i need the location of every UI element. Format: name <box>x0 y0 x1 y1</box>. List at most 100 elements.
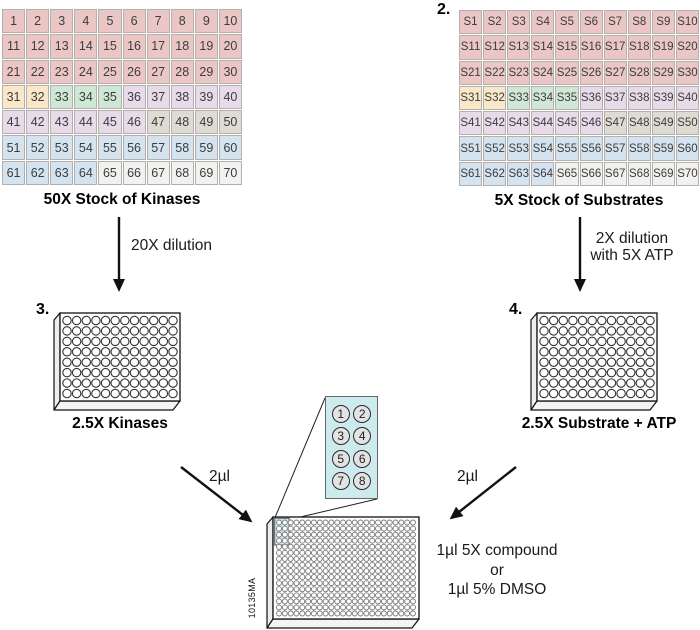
plate-well <box>81 347 92 357</box>
plate-side <box>266 516 274 629</box>
grid-cell: S60 <box>675 136 699 161</box>
plate-well <box>577 367 588 378</box>
grid-cell: S33 <box>507 85 531 111</box>
plate-well <box>386 604 393 611</box>
grid-cell: 27 <box>146 59 170 84</box>
grid-cell: S15 <box>555 35 579 60</box>
plate-well <box>158 336 169 347</box>
plate-well <box>386 580 393 587</box>
plate-well <box>375 549 381 556</box>
plate-well <box>322 519 329 526</box>
plate-well <box>375 525 381 532</box>
plate-well <box>410 586 416 593</box>
plate-well <box>539 315 549 326</box>
plate-well <box>410 604 416 611</box>
grid-cell: S49 <box>651 111 675 136</box>
plate-well <box>363 580 370 587</box>
plate-well <box>328 537 335 544</box>
plate-well <box>351 531 358 538</box>
plate-well <box>606 378 617 388</box>
plate-well <box>616 357 626 367</box>
grid-cell: S1 <box>459 10 483 35</box>
plate-well <box>539 347 549 357</box>
plate-well <box>334 592 341 599</box>
plate-well <box>334 525 341 532</box>
plate-well <box>158 315 169 326</box>
plate-well <box>645 357 655 367</box>
inset-well: 7 <box>331 472 350 491</box>
plate-well <box>148 378 159 388</box>
plate-well <box>410 519 416 526</box>
grid-cell: 38 <box>170 84 194 110</box>
plate-well <box>110 378 120 388</box>
plate-well <box>287 598 294 605</box>
plate-well <box>340 568 347 574</box>
plate-well <box>369 525 376 532</box>
plate-well <box>299 525 306 532</box>
plate-well <box>351 604 358 611</box>
plate-well <box>635 357 646 367</box>
plate-well <box>597 388 607 399</box>
plate-well <box>597 378 607 388</box>
grid-cell: S6 <box>579 10 603 35</box>
plate-well <box>548 315 559 326</box>
grid-cell: S31 <box>459 85 483 111</box>
plate-well <box>311 610 317 617</box>
plate-well <box>380 549 387 556</box>
plate-well <box>357 586 364 593</box>
plate-well <box>91 388 101 399</box>
plate-well <box>404 537 411 544</box>
plate-well <box>287 549 294 556</box>
plate-well <box>380 598 387 605</box>
plate-well <box>645 326 655 336</box>
plate-well <box>410 580 416 587</box>
plate-well <box>369 531 376 538</box>
grid-cell: S59 <box>651 136 675 161</box>
plate-well <box>139 326 149 336</box>
plate-well <box>305 604 312 611</box>
plate-well <box>606 326 617 336</box>
plate-well <box>276 555 282 562</box>
plate-well <box>398 562 405 568</box>
plate-well <box>120 378 130 388</box>
plate-well <box>392 531 399 538</box>
plate-well <box>293 525 300 532</box>
plate-well <box>606 388 617 399</box>
grid-cell: 18 <box>170 34 194 59</box>
plate-well <box>276 598 282 605</box>
plate-well <box>334 568 341 574</box>
plate-well <box>299 598 306 605</box>
plate-well <box>398 555 405 562</box>
kinase-plate-label: 2.5X Kinases <box>72 415 168 432</box>
plate-well <box>281 598 288 605</box>
plate-well <box>568 326 578 336</box>
plate-well <box>287 568 294 574</box>
plate-well <box>316 537 323 544</box>
plate-well <box>81 378 92 388</box>
plate-well <box>363 562 370 568</box>
plate-well <box>558 347 569 357</box>
plate-well <box>404 562 411 568</box>
plate-well <box>71 367 82 378</box>
plate-well <box>316 604 323 611</box>
plate-well <box>305 531 312 538</box>
plate-well <box>345 580 352 587</box>
inset-well: 6 <box>353 449 372 468</box>
plate-skirt <box>530 400 658 411</box>
plate-well <box>148 388 159 399</box>
plate-well <box>587 357 597 367</box>
plate-well <box>328 568 335 574</box>
plate-well <box>357 562 364 568</box>
plate-well <box>299 519 306 526</box>
plate-well <box>616 378 626 388</box>
grid-cell: S67 <box>603 161 627 186</box>
grid-cell: 7 <box>146 9 170 34</box>
plate-well <box>276 531 282 538</box>
grid-cell: 25 <box>98 59 122 84</box>
plate-well <box>287 525 294 532</box>
grid-cell: 59 <box>194 135 218 160</box>
plate-well <box>281 525 288 532</box>
inset-well: 4 <box>353 427 372 446</box>
plate-well <box>287 537 294 544</box>
grid-cell: 12 <box>26 34 50 59</box>
